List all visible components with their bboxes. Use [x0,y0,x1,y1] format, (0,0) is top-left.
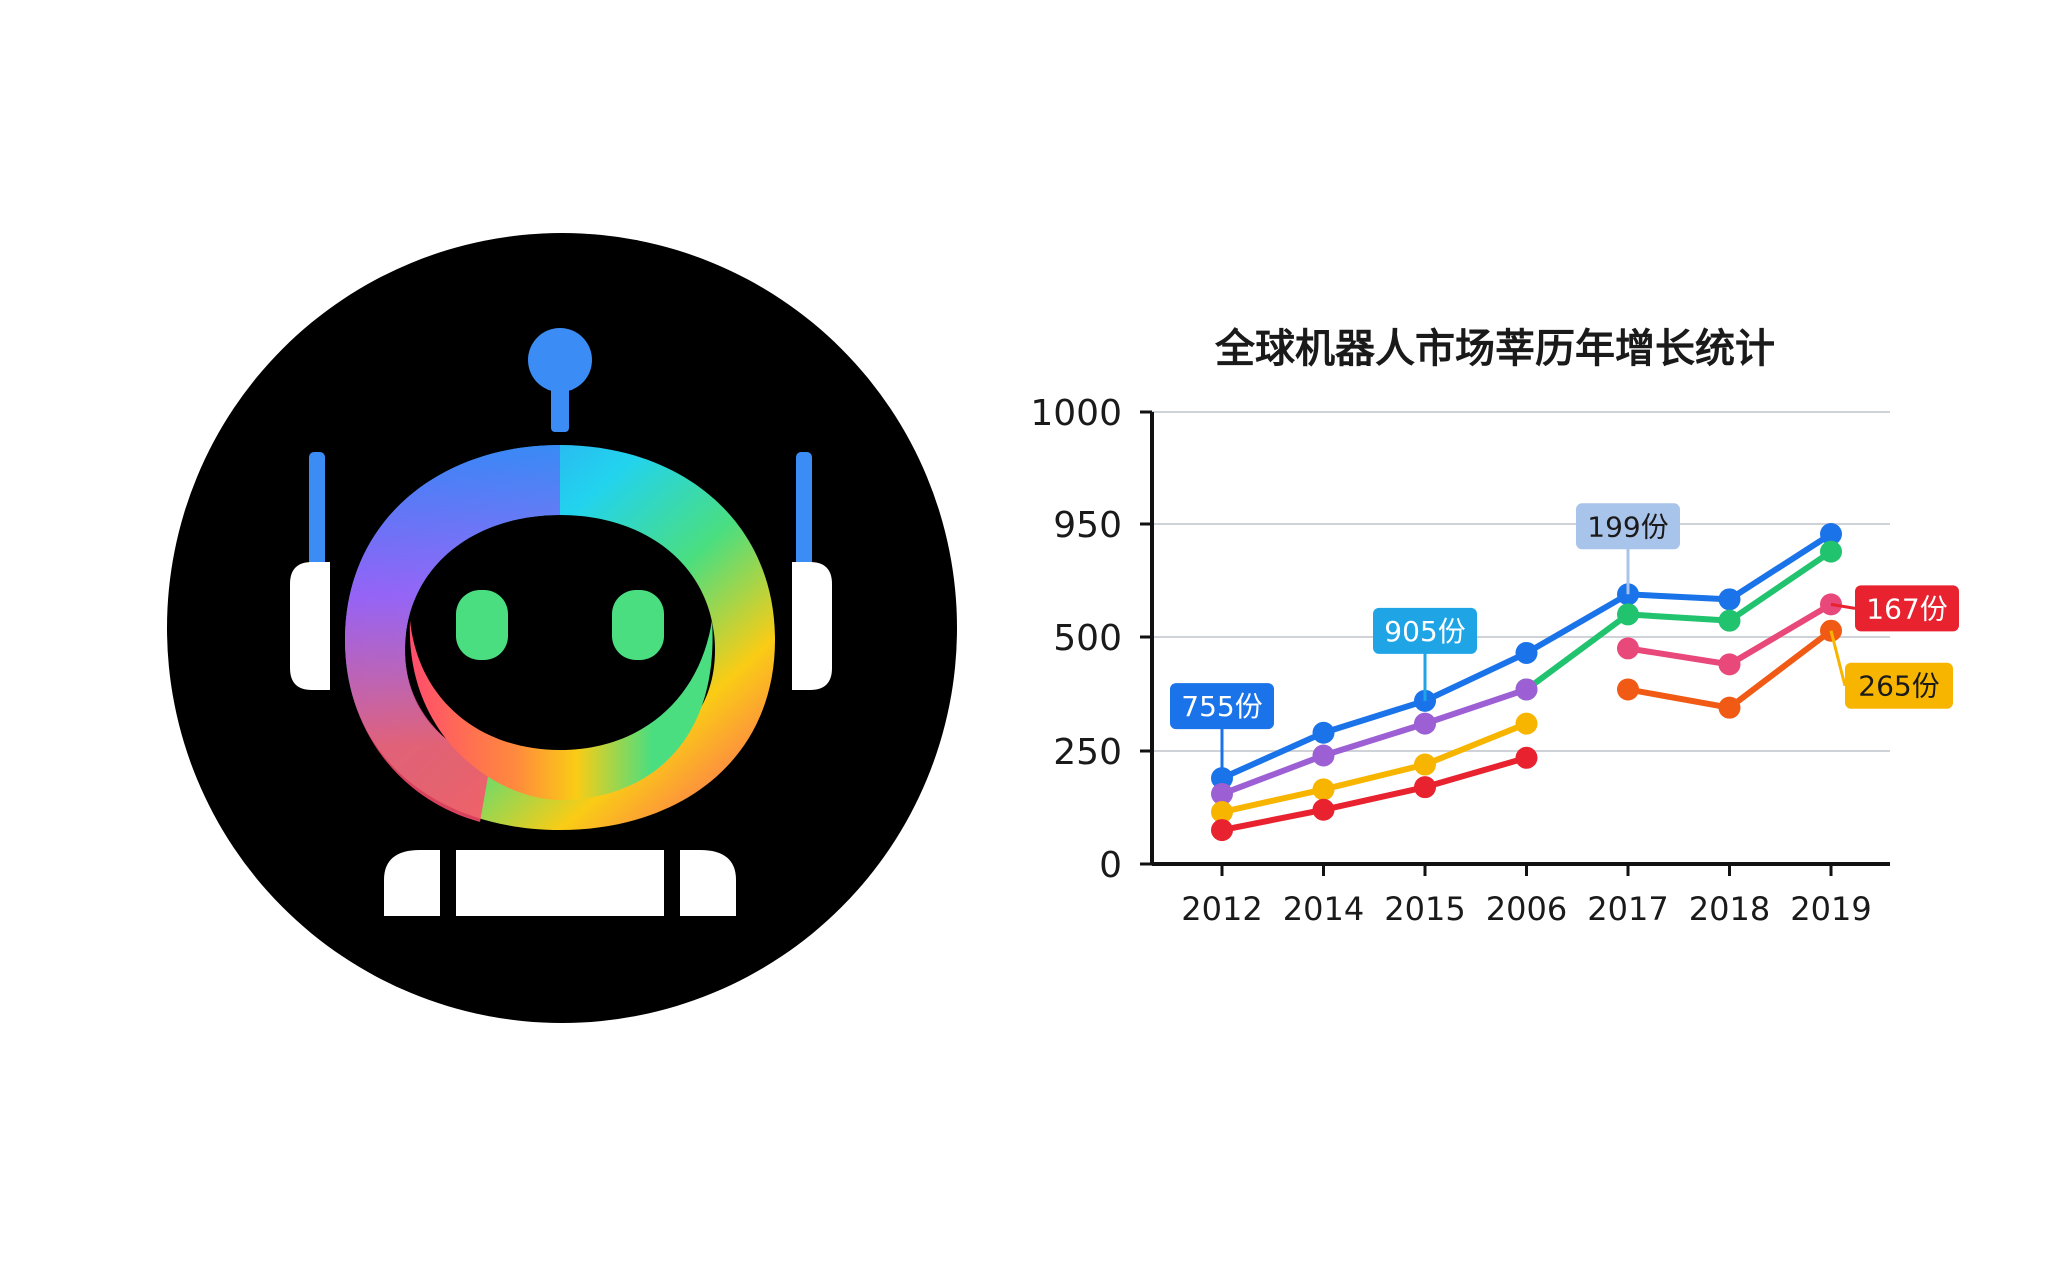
x-tick-label: 2017 [1587,890,1668,928]
x-tick-labels: 2012 2014 2015 2006 2017 2018 2019 [1181,890,1871,928]
antenna-ball [528,328,592,392]
annotation-leader [1829,630,1847,687]
annotations: 755份 905份 199份 167份 265份 [1170,503,1959,779]
data-point [1718,653,1741,676]
annotation-text: 905份 [1384,615,1465,648]
data-point [1617,603,1639,626]
right-eye [612,590,664,660]
logo-background-circle [167,233,957,1023]
body-right [680,850,736,916]
left-eye [456,590,508,660]
y-tick-label: 0 [1099,845,1122,886]
x-tick-label: 2015 [1384,890,1465,928]
antenna-stem [551,380,569,432]
annotation-box [1170,683,1274,730]
data-point [1211,819,1233,842]
data-point [1718,609,1741,632]
series-line [1523,548,1834,693]
right-ear [792,562,832,690]
series-line [1219,754,1530,834]
series-line [1219,720,1530,816]
body-left [384,850,440,916]
annotation-label: 265份 [1829,630,1953,709]
grid-lines [1152,411,1890,752]
data-point [1820,523,1842,546]
data-point [1515,678,1538,701]
annotation-label: 905份 [1373,607,1477,701]
data-point [1211,801,1233,824]
data-point [1515,641,1538,664]
annotation-text: 167份 [1866,592,1947,625]
x-tick-label: 2014 [1283,890,1364,928]
body-center [456,850,664,916]
y-tick-label: 950 [1053,505,1122,546]
annotation-box [1373,607,1477,654]
data-point [1414,776,1436,799]
annotation-text: 755份 [1181,690,1262,723]
data-point [1312,744,1335,767]
y-tick-label: 500 [1053,618,1122,659]
robot-head-icon [290,328,832,916]
smile [409,620,713,800]
annotation-label: 167份 [1830,585,1959,632]
data-point [1515,746,1538,769]
annotation-box [1855,585,1959,632]
x-tick-label: 2019 [1790,890,1871,928]
y-tick-label: 250 [1053,732,1122,773]
data-point [1211,782,1233,805]
left-ear [290,562,330,690]
annotation-label: 755份 [1170,683,1274,779]
chart-title: 全球机器人市场莘历年增长统计 [1214,326,1775,372]
left-ear-post [309,452,325,572]
annotation-label: 199份 [1576,503,1680,595]
data-point [1312,798,1335,821]
data-point [1617,637,1639,660]
data-point [1718,696,1741,719]
data-point [1414,753,1436,776]
data-point [1312,721,1335,744]
axes [1140,410,1890,876]
y-tick-label: 1000 [1030,393,1122,434]
right-ear-post [796,452,812,572]
annotation-text: 199份 [1587,510,1668,543]
y-tick-labels: 0 250 500 950 1000 [1030,393,1122,886]
x-tick-label: 2006 [1486,890,1567,928]
data-point [1515,712,1538,735]
annotation-box [1845,662,1953,709]
data-point [1718,588,1741,611]
data-point [1312,778,1335,801]
data-point [1414,712,1436,735]
series-lines [1211,523,1842,842]
series-line [1219,686,1530,797]
x-tick-label: 2012 [1181,890,1262,928]
annotation-text: 265份 [1858,670,1939,703]
annotation-box [1576,503,1680,550]
data-point [1617,678,1639,701]
annotation-leader [1830,602,1856,610]
data-point [1820,540,1842,563]
head-ring-shade [345,445,560,822]
x-tick-label: 2018 [1689,890,1770,928]
